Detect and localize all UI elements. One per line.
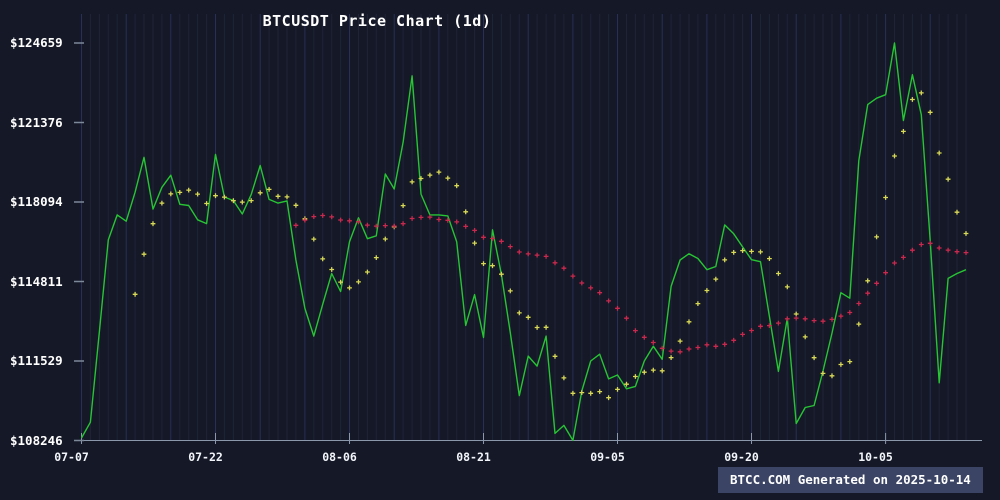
accent-gridlines bbox=[81, 14, 931, 440]
y-axis-label: $111529 bbox=[10, 353, 63, 368]
x-axis-label: 10-05 bbox=[858, 450, 893, 464]
ma7-markers bbox=[132, 90, 969, 401]
chart-title: BTCUSDT Price Chart (1d) bbox=[262, 12, 492, 30]
x-axis-label: 08-06 bbox=[322, 450, 357, 464]
y-axis-label: $121376 bbox=[10, 114, 63, 130]
x-axis-label: 08-21 bbox=[456, 450, 491, 464]
x-axis-label: 09-05 bbox=[590, 450, 625, 464]
y-axis-ticks bbox=[74, 42, 84, 442]
watermark-banner: BTCC.COM Generated on 2025-10-14 bbox=[718, 467, 983, 493]
x-axis-label: 07-22 bbox=[188, 450, 223, 464]
y-axis-label: $114811 bbox=[10, 273, 63, 289]
y-axis-label: $118094 bbox=[10, 194, 63, 209]
y-axis-label: $124659 bbox=[10, 35, 63, 50]
x-axis-label: 09-20 bbox=[724, 450, 759, 464]
x-axis-ticks bbox=[81, 433, 887, 444]
price-line bbox=[80, 42, 967, 442]
ma25-markers bbox=[293, 213, 969, 355]
x-axis-label: 07-07 bbox=[54, 450, 89, 464]
y-axis-label: $108246 bbox=[10, 432, 63, 448]
